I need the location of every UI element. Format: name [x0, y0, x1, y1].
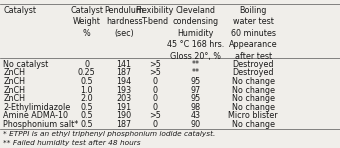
- Text: >5: >5: [149, 60, 160, 69]
- Text: 43: 43: [190, 111, 201, 120]
- Text: 90: 90: [190, 120, 201, 129]
- Text: Phosphonium salt*: Phosphonium salt*: [3, 120, 79, 129]
- Text: 203: 203: [117, 94, 132, 103]
- Text: 95: 95: [190, 77, 201, 86]
- Text: 191: 191: [117, 103, 132, 112]
- Text: Catalyst: Catalyst: [3, 6, 36, 15]
- Text: Micro blister: Micro blister: [228, 111, 278, 120]
- Text: 0: 0: [84, 60, 89, 69]
- Text: 190: 190: [117, 111, 132, 120]
- Text: **: **: [191, 60, 200, 69]
- Text: 0.5: 0.5: [80, 111, 93, 120]
- Text: No change: No change: [232, 77, 275, 86]
- Text: No change: No change: [232, 120, 275, 129]
- Text: No catalyst: No catalyst: [3, 60, 49, 69]
- Text: Boiling
water test
60 minutes
Appearance
after test: Boiling water test 60 minutes Appearance…: [229, 6, 278, 61]
- Text: Pendulum
hardness
(sec): Pendulum hardness (sec): [104, 6, 144, 38]
- Text: 0: 0: [152, 94, 157, 103]
- Text: 97: 97: [190, 86, 201, 95]
- Text: 141: 141: [117, 60, 132, 69]
- Text: **: **: [191, 68, 200, 77]
- Text: 0.5: 0.5: [80, 120, 93, 129]
- Text: 0: 0: [152, 77, 157, 86]
- Text: >5: >5: [149, 68, 160, 77]
- Text: ZnCH: ZnCH: [3, 68, 26, 77]
- Text: Destroyed: Destroyed: [233, 68, 274, 77]
- Text: No change: No change: [232, 103, 275, 112]
- Text: No change: No change: [232, 86, 275, 95]
- Text: 187: 187: [117, 120, 132, 129]
- Text: Catalyst
Weight
%: Catalyst Weight %: [70, 6, 103, 38]
- Text: 0: 0: [152, 86, 157, 95]
- Text: 0: 0: [152, 120, 157, 129]
- Text: 193: 193: [117, 86, 132, 95]
- Text: ** Failed humidity test after 48 hours: ** Failed humidity test after 48 hours: [3, 140, 141, 146]
- Text: 0: 0: [152, 103, 157, 112]
- Text: Destroyed: Destroyed: [233, 60, 274, 69]
- Text: Flexibility
T-bend: Flexibility T-bend: [136, 6, 174, 26]
- Text: >5: >5: [149, 111, 160, 120]
- Text: * ETPPI is an ethyl triphenyl phosphonium iodide catalyst.: * ETPPI is an ethyl triphenyl phosphoniu…: [3, 131, 216, 137]
- Text: 95: 95: [190, 94, 201, 103]
- Text: 0.5: 0.5: [80, 77, 93, 86]
- Text: 0.25: 0.25: [78, 68, 96, 77]
- Text: ZnCH: ZnCH: [3, 77, 26, 86]
- Text: 1.0: 1.0: [81, 86, 93, 95]
- Text: 2-Ethylimidazole: 2-Ethylimidazole: [3, 103, 71, 112]
- Text: Amine ADMA-10: Amine ADMA-10: [3, 111, 68, 120]
- Text: 98: 98: [190, 103, 201, 112]
- Text: 2.0: 2.0: [80, 94, 93, 103]
- Text: No change: No change: [232, 94, 275, 103]
- Text: Cleveland
condensing
Humidity
45 °C 168 hrs.
Gloss 20°, %: Cleveland condensing Humidity 45 °C 168 …: [167, 6, 224, 61]
- Text: ZnCH: ZnCH: [3, 94, 26, 103]
- Text: 187: 187: [117, 68, 132, 77]
- Text: 0.5: 0.5: [80, 103, 93, 112]
- Text: 194: 194: [117, 77, 132, 86]
- Text: ZnCH: ZnCH: [3, 86, 26, 95]
